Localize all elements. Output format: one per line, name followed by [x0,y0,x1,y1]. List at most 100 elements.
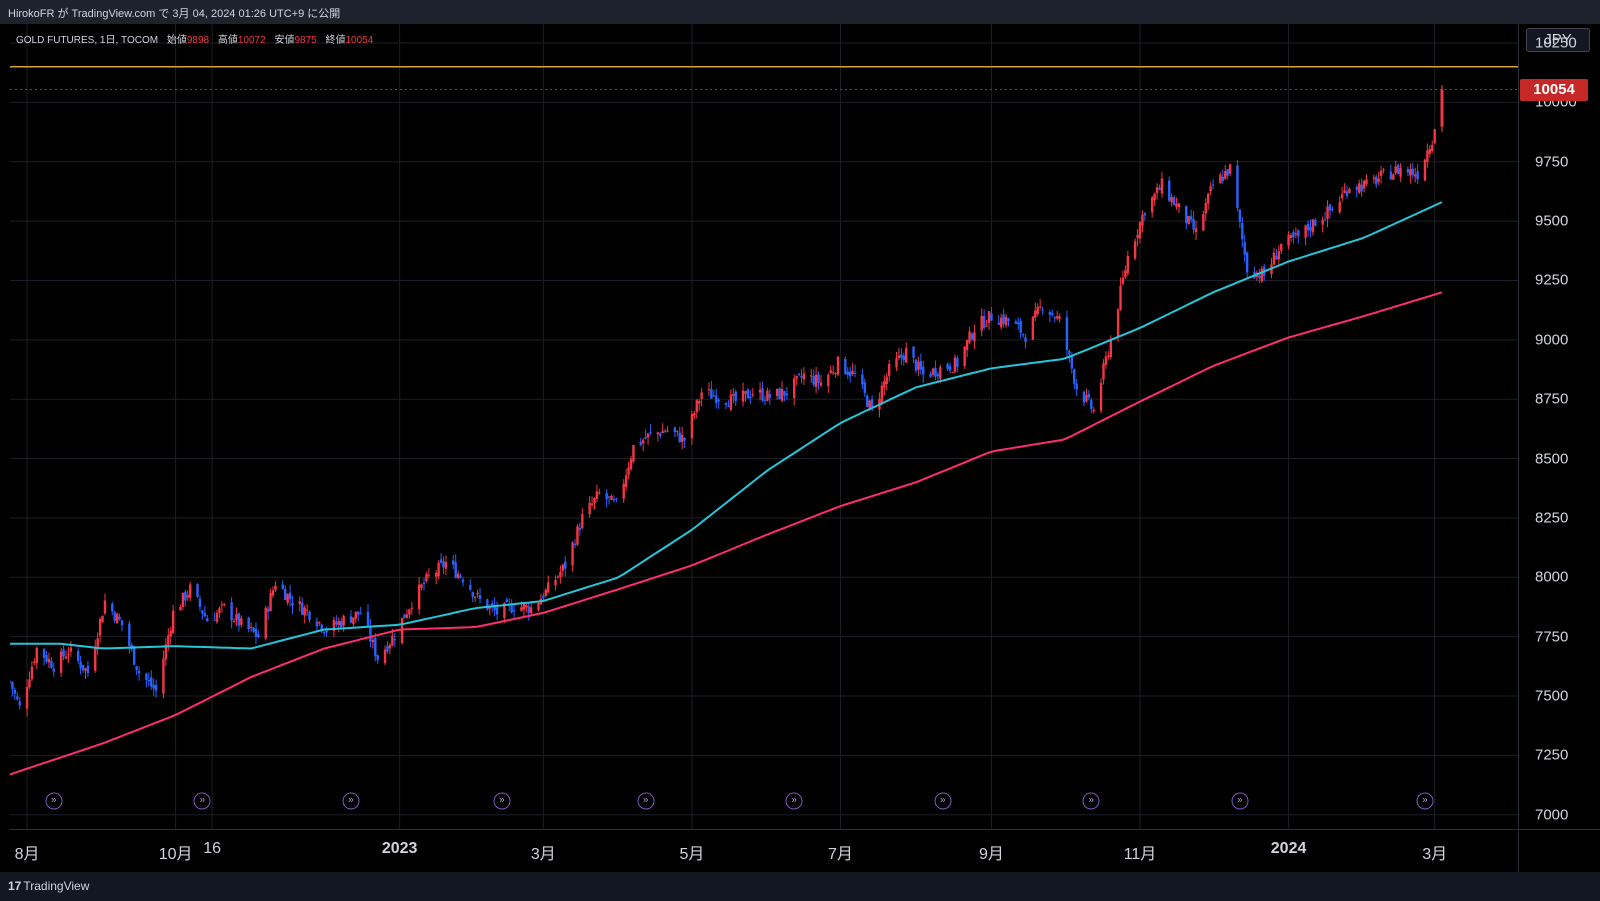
candle-body [42,648,46,658]
candle-body [588,502,591,515]
candle-body [391,635,394,646]
candle-body [1343,190,1346,193]
candle-body [1226,169,1229,176]
candle-body [547,582,550,593]
candle-body [308,611,311,620]
event-marker-icon[interactable]: » [193,792,211,810]
candle-body [30,666,34,680]
candle-body [732,394,735,396]
event-marker-icon[interactable]: » [1416,792,1434,810]
candle-body [537,602,540,611]
tradingview-logo[interactable]: 17 TradingView [8,879,89,893]
candle-body [1172,197,1176,206]
candle-body [797,373,801,375]
price-axis[interactable] [1518,24,1600,829]
candle-body [512,610,516,612]
candle-body [1241,222,1244,240]
candle-body [422,582,426,585]
candle-body [632,444,635,462]
candle-body [167,635,170,645]
candle-body [1355,186,1358,190]
candle-body [778,388,781,400]
candle-body [352,617,355,625]
candle-body [376,655,379,661]
candle-body [724,403,728,405]
chart-plot-area[interactable]: GOLD FUTURES, 1日, TOCOM 始値9898 高値10072 安… [10,24,1518,829]
candle-body [247,617,250,630]
candle-body [1372,177,1376,179]
event-marker-icon[interactable]: » [342,792,360,810]
candle-body [1065,317,1069,351]
candle-body [354,611,358,619]
candle-body [52,668,56,672]
candle-body [1051,313,1054,315]
candle-body [1396,165,1400,175]
candle-body [198,598,202,608]
candle-body [763,400,767,402]
candle-body [914,359,918,371]
candle-body [525,605,528,608]
currency-selector[interactable]: JPY [1526,28,1590,52]
candle-body [556,576,560,578]
candle-body [710,389,713,399]
candle-body [340,621,343,627]
time-tick-label: 7月 [828,846,853,863]
candle-body [359,613,362,615]
candle-body [863,382,867,393]
candle-body [505,599,509,603]
candle-body [1153,193,1156,201]
candle-body [1075,383,1078,390]
candle-body [298,601,302,604]
candle-body [1036,306,1039,315]
low-label: 安値 [274,35,295,46]
candle-body [527,606,530,614]
candle-body [1328,204,1332,211]
candle-body [870,399,874,408]
candle-body [595,491,599,499]
candle-body [254,628,258,637]
candle-body [1007,318,1010,321]
time-tick-label: 16 [203,840,222,857]
candle-body [1121,277,1125,284]
price-tick-label: 9500 [1535,212,1569,230]
candle-body [612,499,616,501]
candle-body [86,665,90,673]
candle-body [325,630,328,633]
candle-body [206,618,209,622]
candle-body [970,333,974,340]
event-marker-icon[interactable]: » [1231,792,1249,810]
price-tick-label: 7500 [1535,687,1569,705]
event-marker-icon[interactable]: » [45,792,63,810]
event-marker-icon[interactable]: » [785,792,803,810]
event-marker-icon[interactable]: » [1082,792,1100,810]
price-chart-svg[interactable] [10,24,1518,829]
candle-body [598,492,601,494]
candle-body [388,644,392,649]
candle-body [162,658,165,694]
event-marker-icon[interactable]: » [637,792,655,810]
candle-body [403,614,406,619]
candle-body [469,585,472,590]
publish-bar: HirokoFR が TradingView.com で 3月 04, 2024… [0,0,1600,24]
candle-body [802,373,806,380]
high-value: 10072 [237,35,266,46]
candle-body [11,681,14,690]
candle-body [561,564,565,571]
candle-body [213,619,216,621]
candle-body [880,385,884,403]
candle-body [1409,169,1412,176]
event-marker-icon[interactable]: » [493,792,511,810]
candle-body [578,527,582,530]
slow-moving-average-line [10,291,1443,776]
candle-body [576,526,579,545]
event-marker-icon[interactable]: » [934,792,952,810]
candle-body [220,604,224,606]
candle-body [965,340,969,350]
candle-body [554,580,557,586]
candle-body [946,364,949,369]
candle-body [1416,171,1419,180]
time-axis[interactable]: 8月 10月 16 2023 3月 5月 7月 9月 11月 2024 3月 [10,829,1518,872]
candle-body [67,654,70,656]
price-tick-label: 9750 [1535,153,1569,171]
candle-body [1087,394,1091,398]
